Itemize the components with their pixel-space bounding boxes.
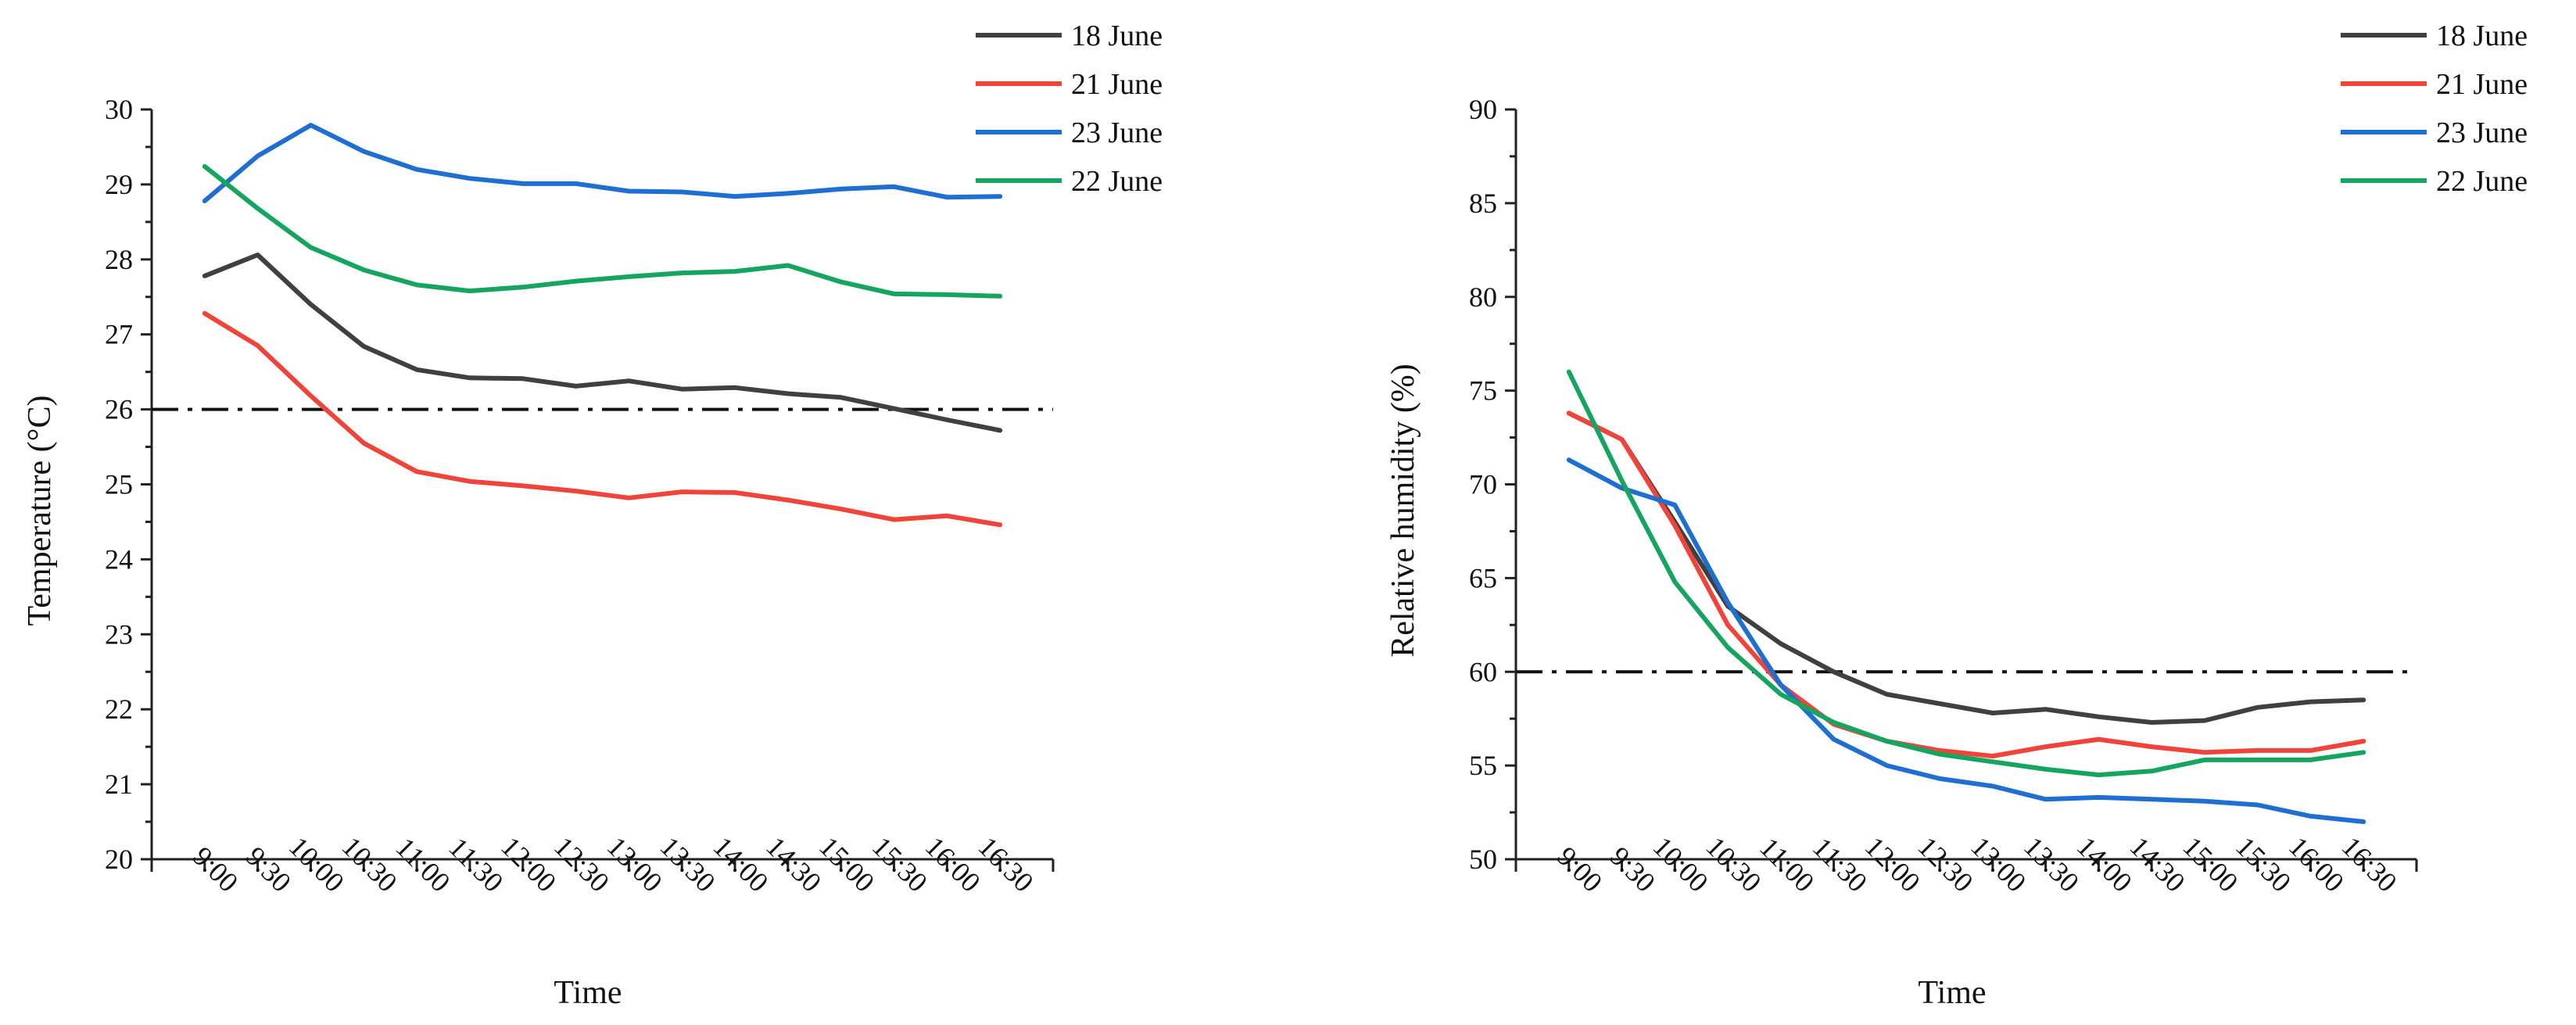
humidity-x-tick-label: 12:30 (1911, 830, 1979, 898)
humidity-x-tick-label: 16:30 (2336, 830, 2403, 898)
humidity-series-line-3 (1566, 369, 2366, 778)
humidity-x-axis-title: Time (1918, 975, 1986, 1011)
humidity-x-tick-label: 15:00 (2177, 830, 2244, 898)
temperature-x-tick-label: 10:30 (336, 830, 403, 898)
humidity-x-tick-label: 13:00 (1965, 830, 2032, 898)
humidity-y-tick-label: 65 (1469, 562, 1497, 593)
temperature-x-tick-label: 15:00 (813, 830, 880, 898)
humidity-x-tick-label: 9:00 (1551, 840, 1609, 898)
humidity-x-tick-label: 14:00 (2071, 830, 2138, 898)
humidity-x-tick-label: 13:30 (2018, 830, 2085, 898)
temperature-series-line-3 (202, 163, 1003, 299)
temperature-y-tick-label: 29 (105, 169, 133, 200)
temperature-x-tick-label: 13:00 (601, 830, 668, 898)
temperature-y-tick-label: 27 (105, 319, 133, 350)
humidity-y-tick-label: 90 (1469, 94, 1497, 125)
temperature-x-tick-label: 12:30 (548, 830, 615, 898)
humidity-x-tick-label: 11:30 (1807, 831, 1873, 898)
temperature-series-line-2 (202, 123, 1003, 203)
temperature-legend-label: 18 June (1071, 20, 1163, 52)
temperature-y-tick-label: 28 (105, 244, 133, 275)
temperature-x-tick-label: 13:30 (654, 830, 722, 898)
temperature-x-tick-label: 14:00 (707, 830, 774, 898)
humidity-x-tick-label: 10:30 (1700, 830, 1767, 898)
humidity-y-tick-label: 80 (1469, 281, 1497, 313)
humidity-x-tick-label: 14:30 (2124, 830, 2191, 898)
temperature-y-axis-title: Temperature (°C) (22, 396, 58, 626)
temperature-legend-label: 21 June (1071, 68, 1163, 101)
temperature-series-line-1 (202, 310, 1003, 528)
temperature-x-tick-label: 14:30 (760, 830, 827, 898)
humidity-y-axis-title: Relative humidity (%) (1385, 364, 1421, 658)
humidity-y-tick-label: 50 (1469, 844, 1497, 875)
humidity-x-tick-label: 10:00 (1647, 830, 1714, 898)
temperature-x-tick-label: 15:30 (866, 830, 933, 898)
temperature-legend-label: 22 June (1071, 165, 1163, 198)
temperature-x-tick-label: 9:00 (187, 840, 245, 898)
temperature-series-line-0 (202, 253, 1003, 433)
humidity-series-line-1 (1566, 410, 2366, 759)
temperature-y-tick-label: 24 (105, 543, 133, 575)
humidity-y-tick-label: 60 (1469, 656, 1497, 687)
temperature-y-tick-label: 22 (105, 693, 133, 725)
temperature-y-tick-label: 23 (105, 618, 133, 650)
temperature-x-tick-label: 16:30 (973, 830, 1040, 898)
temperature-x-tick-label: 11:00 (389, 831, 456, 898)
temperature-y-tick-label: 26 (105, 394, 133, 425)
humidity-legend-label: 23 June (2436, 116, 2528, 149)
humidity-x-tick-label: 11:00 (1754, 831, 1820, 898)
humidity-legend-label: 21 June (2436, 68, 2528, 101)
humidity-x-tick-label: 16:00 (2283, 830, 2350, 898)
humidity-series-line-2 (1566, 457, 2366, 824)
humidity-legend-label: 22 June (2436, 165, 2528, 198)
temperature-legend-label: 23 June (1071, 116, 1163, 149)
humidity-x-tick-label: 15:30 (2230, 830, 2297, 898)
temperature-x-tick-label: 16:00 (919, 830, 987, 898)
humidity-legend-label: 18 June (2436, 20, 2528, 52)
temperature-y-tick-label: 21 (105, 769, 133, 800)
humidity-y-tick-label: 85 (1469, 188, 1497, 219)
temperature-y-tick-label: 30 (105, 94, 133, 125)
temperature-chart: Time Temperature (°C) 20 21 22 23 24 25 26 27 28… (22, 20, 1163, 1011)
humidity-y-tick-label: 70 (1469, 469, 1497, 500)
humidity-y-tick-label: 55 (1469, 750, 1497, 781)
temperature-x-tick-label: 12:00 (495, 830, 562, 898)
temperature-x-tick-label: 10:00 (283, 830, 350, 898)
temperature-y-tick-label: 20 (105, 844, 133, 875)
humidity-chart: Time Relative humidity (%) 50 55 60 65 70 75 8… (1385, 20, 2528, 1011)
temperature-x-tick-label: 11:30 (442, 831, 509, 898)
temperature-y-tick-label: 25 (105, 469, 133, 500)
humidity-y-tick-label: 75 (1469, 375, 1497, 407)
humidity-series-line-0 (1566, 410, 2366, 725)
humidity-x-tick-label: 12:00 (1859, 830, 1926, 898)
temperature-x-axis-title: Time (554, 975, 622, 1011)
